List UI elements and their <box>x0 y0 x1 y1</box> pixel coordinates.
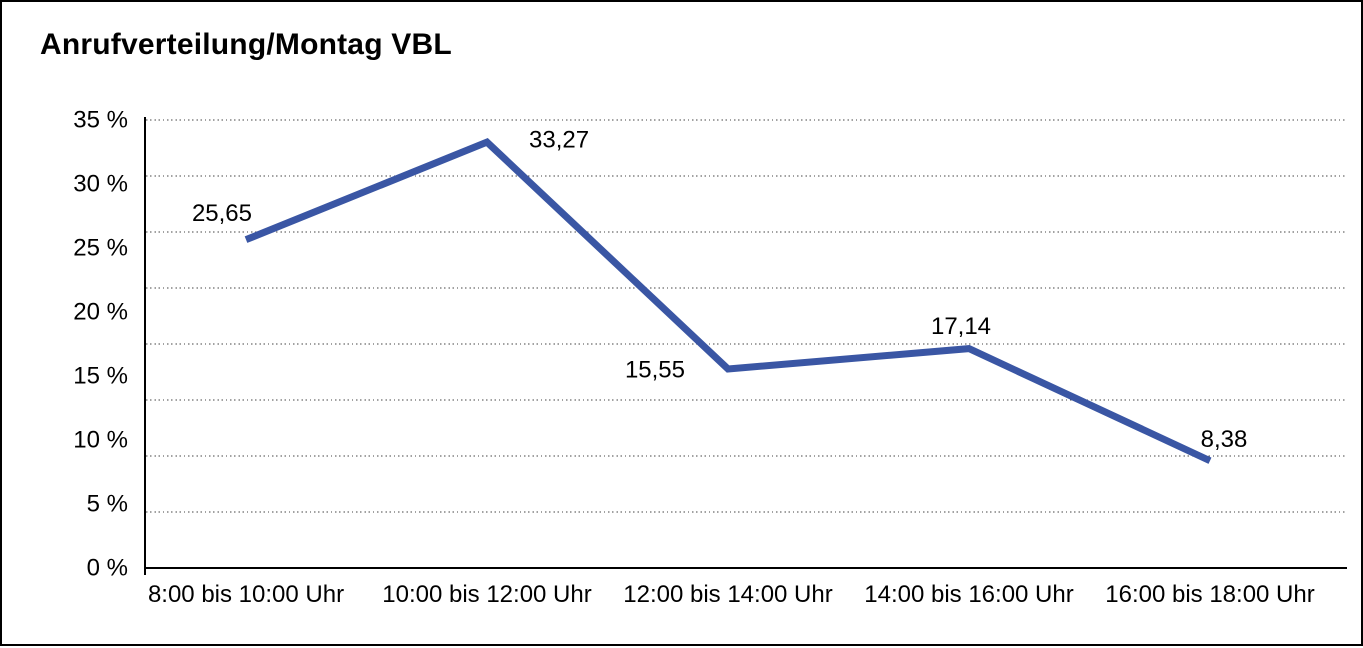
y-tick-label: 30 % <box>73 171 128 198</box>
point-value-label: 17,14 <box>931 313 991 340</box>
x-category-label: 8:00 bis 10:00 Uhr <box>148 581 344 608</box>
point-value-label: 15,55 <box>625 356 685 383</box>
x-category-label: 16:00 bis 18:00 Uhr <box>1105 581 1314 608</box>
y-tick-label: 25 % <box>73 235 128 262</box>
y-tick-label: 15 % <box>73 363 128 390</box>
axis-and-value-labels: 0 % 5 % 10 % 15 % 20 % 25 % 30 % 35 % 8:00 bis 1… <box>73 107 1314 609</box>
x-category-label: 14:00 bis 16:00 Uhr <box>864 581 1073 608</box>
y-tick-label: 0 % <box>87 555 128 582</box>
point-value-label: 25,65 <box>192 200 252 227</box>
chart-title: Anrufverteilung/Montag VBL <box>40 28 452 61</box>
y-tick-label: 20 % <box>73 299 128 326</box>
y-tick-label: 5 % <box>87 491 128 518</box>
point-value-label: 33,27 <box>529 127 589 154</box>
gridlines <box>146 119 1347 513</box>
data-line <box>244 138 1212 464</box>
y-tick-label: 10 % <box>73 427 128 454</box>
axes <box>144 117 1347 575</box>
point-value-label: 8,38 <box>1201 426 1248 453</box>
x-category-label: 10:00 bis 12:00 Uhr <box>382 581 591 608</box>
y-tick-label: 35 % <box>73 107 128 134</box>
x-category-label: 12:00 bis 14:00 Uhr <box>623 581 832 608</box>
data-series <box>244 138 1212 464</box>
